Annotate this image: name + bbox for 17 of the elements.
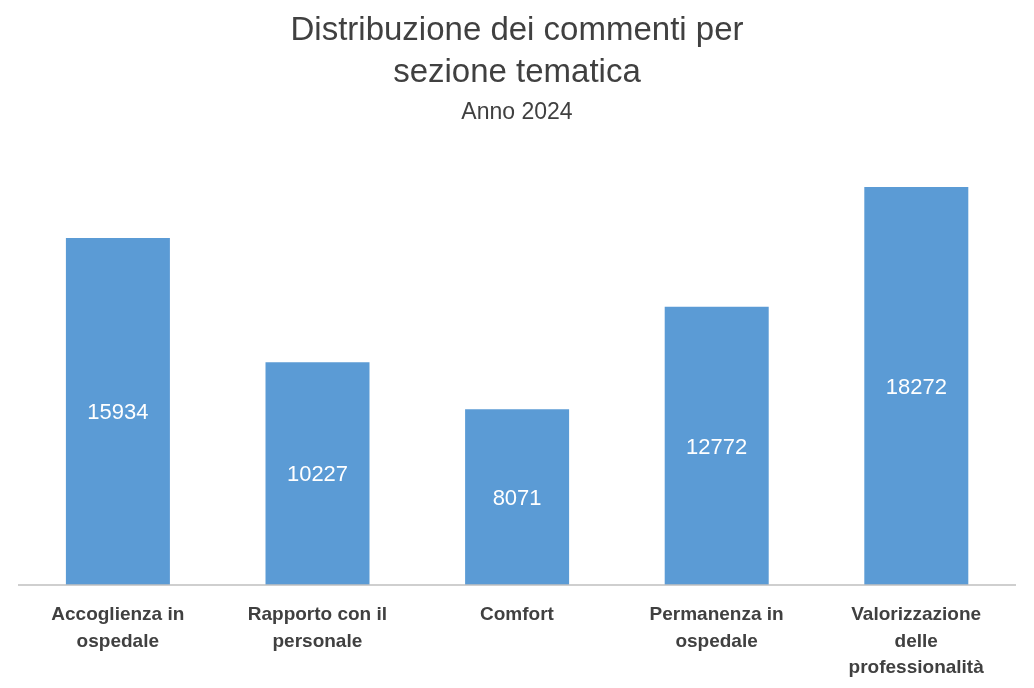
bar	[265, 362, 370, 585]
x-tick-label: Comfort	[480, 603, 555, 625]
data-label: 12772	[686, 433, 748, 459]
x-tick-label: Accoglienza in ospedale	[51, 603, 185, 651]
bar	[465, 409, 570, 585]
data-label: 10227	[286, 461, 349, 487]
x-tick-label: Permanenza in ospedale	[649, 603, 784, 651]
bar	[65, 237, 170, 585]
x-tick-label: Valorizzazione delle professionalità	[848, 603, 985, 678]
x-tick-label: Rapporto con il personale	[247, 603, 388, 651]
bar	[864, 186, 969, 585]
bar	[664, 306, 769, 585]
chart-title: Distribuzione dei commenti per sezione tematica	[289, 9, 745, 91]
data-label: 8071	[492, 484, 542, 510]
data-label: 15934	[87, 399, 149, 425]
data-label: 18272	[885, 373, 947, 399]
chart-subtitle: Anno 2024	[460, 98, 574, 125]
